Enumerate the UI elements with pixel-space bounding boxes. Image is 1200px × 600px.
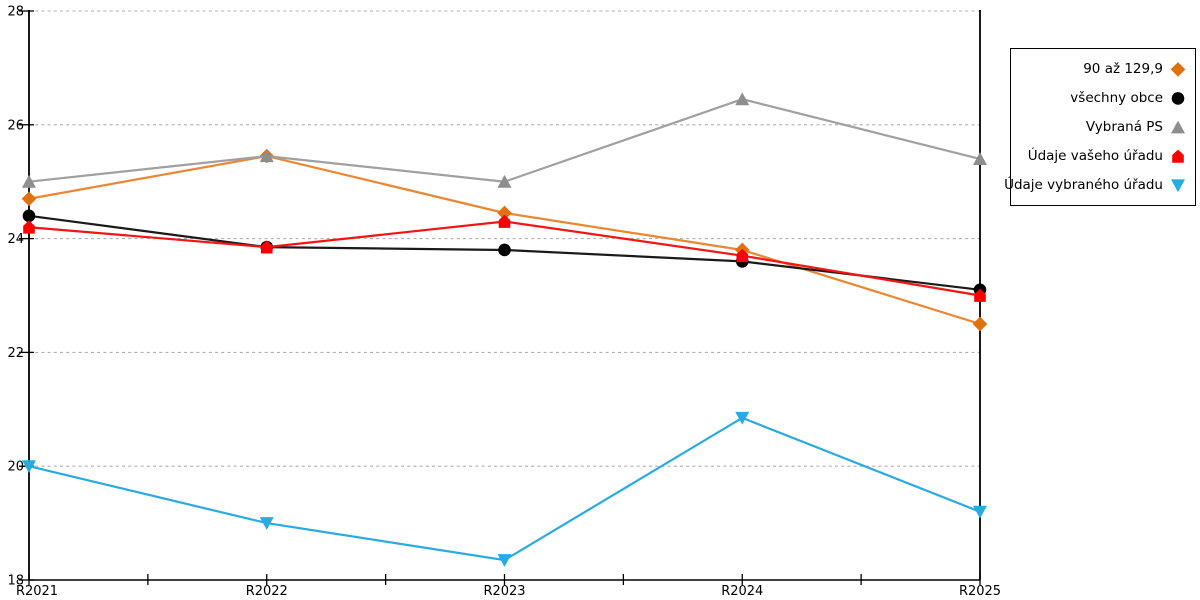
data-point-marker bbox=[498, 243, 511, 257]
data-point-marker bbox=[972, 316, 988, 332]
legend-label: 90 až 129,9 bbox=[1083, 61, 1163, 77]
legend-item: Vybraná PS bbox=[1015, 113, 1186, 142]
x-tick-label: R2024 bbox=[721, 584, 763, 599]
legend-label: Údaje vybraného úřadu bbox=[1004, 177, 1163, 193]
data-point-marker bbox=[22, 460, 36, 473]
data-point-marker bbox=[974, 288, 986, 302]
data-point-marker bbox=[973, 505, 987, 519]
data-point-marker bbox=[259, 149, 274, 163]
legend-item: Údaje vašeho úřadu bbox=[1015, 142, 1186, 171]
data-point-marker bbox=[973, 152, 987, 165]
data-point-marker bbox=[22, 174, 36, 188]
data-point-marker bbox=[735, 92, 750, 106]
data-point-marker bbox=[497, 174, 512, 188]
data-point-marker bbox=[735, 411, 750, 425]
x-tick-label: R2025 bbox=[959, 584, 1001, 599]
y-tick-label: 22 bbox=[7, 346, 24, 361]
series-line bbox=[28, 220, 981, 297]
legend-item: 90 až 129,9 bbox=[1015, 55, 1186, 84]
data-point-marker bbox=[1171, 179, 1185, 193]
legend-item: všechny obce bbox=[1015, 84, 1186, 113]
legend-label: Vybraná PS bbox=[1085, 119, 1163, 135]
x-tick-label: R2022 bbox=[246, 584, 288, 599]
data-point-marker bbox=[22, 209, 36, 223]
data-point-marker bbox=[259, 517, 274, 530]
data-point-marker bbox=[736, 248, 749, 263]
y-tick-label: 20 bbox=[7, 460, 24, 475]
legend-label: všechny obce bbox=[1070, 90, 1163, 106]
data-point-marker bbox=[497, 205, 512, 221]
pentagon-marker-icon bbox=[1172, 149, 1184, 163]
triangle-up-marker-icon bbox=[1171, 120, 1185, 134]
y-tick-label: 18 bbox=[7, 574, 24, 589]
data-point-marker bbox=[498, 214, 511, 228]
x-tick-label: R2023 bbox=[483, 584, 525, 599]
chart-legend: 90 až 129,9 všechny obce Vybraná PS Údaje v… bbox=[1004, 48, 1196, 206]
data-point-marker bbox=[23, 220, 35, 234]
data-point-marker bbox=[1171, 120, 1185, 134]
y-tick-label: 26 bbox=[7, 118, 24, 133]
data-point-marker bbox=[1172, 149, 1184, 163]
y-tick-label: 28 bbox=[7, 5, 24, 20]
data-point-marker bbox=[497, 554, 512, 567]
data-point-marker bbox=[1171, 92, 1185, 105]
circle-marker-icon bbox=[1171, 92, 1185, 105]
data-point-marker bbox=[21, 191, 37, 207]
data-point-marker bbox=[1170, 62, 1186, 77]
data-point-marker bbox=[260, 240, 273, 254]
triangle-down-marker-icon bbox=[1171, 179, 1185, 193]
x-tick-label: R2021 bbox=[16, 584, 58, 599]
diamond-marker-icon bbox=[1170, 62, 1186, 77]
legend-item: Údaje vybraného úřadu bbox=[1004, 171, 1186, 200]
series-line bbox=[28, 416, 981, 562]
legend-label: Údaje vašeho úřadu bbox=[1027, 148, 1163, 164]
y-tick-label: 24 bbox=[7, 232, 24, 247]
series-line bbox=[28, 98, 981, 183]
